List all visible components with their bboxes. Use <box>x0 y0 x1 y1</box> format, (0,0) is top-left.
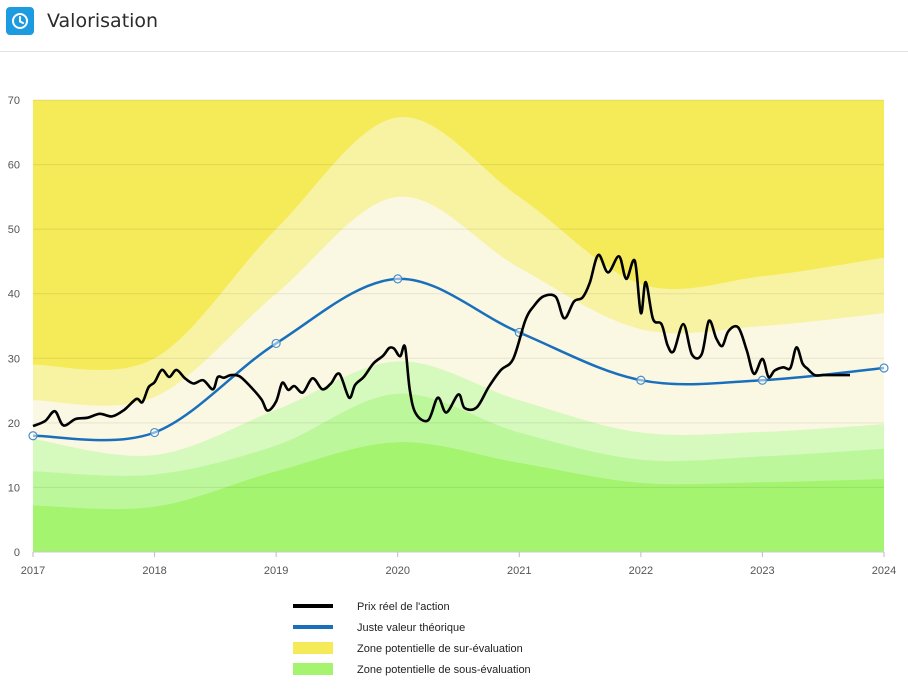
x-tick-label: 2017 <box>21 565 45 577</box>
legend-label: Prix réel de l'action <box>357 601 450 613</box>
x-tick-label: 2019 <box>264 565 288 577</box>
y-tick-label: 0 <box>14 547 20 559</box>
legend-swatch-line <box>293 625 333 629</box>
y-tick-label: 50 <box>8 224 20 236</box>
x-tick-label: 2022 <box>629 565 653 577</box>
y-tick-label: 40 <box>8 289 20 301</box>
y-tick-label: 60 <box>8 160 20 172</box>
x-tick-label: 2018 <box>142 565 166 577</box>
x-tick-label: 2020 <box>385 565 409 577</box>
x-tick-label: 2021 <box>507 565 531 577</box>
panel-header: Valorisation <box>0 0 908 52</box>
y-tick-label: 70 <box>8 95 20 107</box>
fair-value-point <box>879 363 889 373</box>
x-tick-label: 2024 <box>872 565 896 577</box>
fair-value-line <box>32 277 885 442</box>
fair-value-point <box>393 274 403 284</box>
panel-title: Valorisation <box>47 10 159 32</box>
legend-label: Zone potentielle de sur-évaluation <box>357 643 523 655</box>
y-tick-label: 30 <box>8 353 20 365</box>
price-line <box>32 253 850 428</box>
x-tick-label: 2023 <box>750 565 774 577</box>
y-tick-label: 10 <box>8 482 20 494</box>
legend-label: Zone potentielle de sous-évaluation <box>357 664 531 676</box>
undervaluation-band-outer <box>33 442 884 552</box>
fair-value-point <box>636 375 646 385</box>
fair-value-point <box>757 375 768 385</box>
legend-swatch-box <box>293 663 333 675</box>
fair-value-point <box>149 427 160 438</box>
fair-value-point <box>271 338 281 349</box>
legend-label: Juste valeur théorique <box>357 622 465 634</box>
clock-icon <box>6 7 34 35</box>
legend-swatch-line <box>293 604 333 608</box>
y-tick-label: 20 <box>8 418 20 430</box>
legend-swatch-box <box>293 642 333 654</box>
fair-value-point <box>28 431 38 441</box>
